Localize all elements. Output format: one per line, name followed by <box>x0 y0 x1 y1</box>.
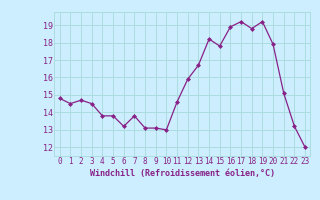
X-axis label: Windchill (Refroidissement éolien,°C): Windchill (Refroidissement éolien,°C) <box>90 169 275 178</box>
